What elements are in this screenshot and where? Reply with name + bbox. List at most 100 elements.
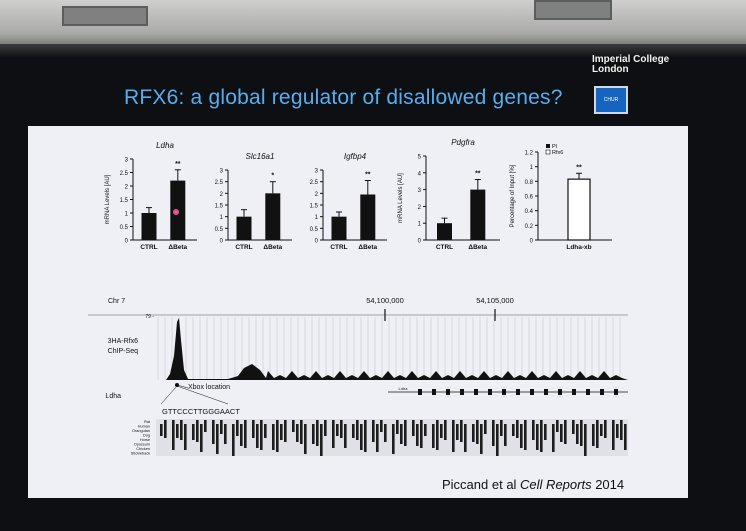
y-tick-label: 0.5 — [120, 225, 129, 231]
y-tick-label: 1.5 — [120, 198, 129, 204]
y-tick-label: 1 — [125, 212, 129, 218]
track-ymax: 79 - — [145, 314, 154, 320]
species-label: Human — [138, 425, 150, 429]
slide-panel: 0 0.5 1 1.5 2 2.5 3 Ldha mRNA Levels [AU] CTRL ** Δ… — [28, 126, 688, 498]
gene-exon — [572, 389, 576, 395]
y-tick-label: 2 — [418, 205, 422, 211]
bar — [265, 193, 281, 240]
conservation-block — [452, 420, 455, 452]
chipseq-signal — [158, 318, 628, 380]
conservation-block — [592, 424, 595, 446]
gene-exon — [432, 389, 436, 395]
category-label: ΔBeta — [168, 244, 187, 251]
legend-label-pi: PI — [552, 144, 558, 150]
citation: Piccand et al Cell Reports 2014 — [442, 477, 624, 492]
bar — [236, 216, 252, 240]
conservation-block — [552, 424, 555, 452]
xbox-label: Xbox location — [188, 384, 230, 391]
bar — [567, 178, 591, 241]
gene-exon — [460, 389, 464, 395]
y-tick-label: 0 — [530, 239, 534, 245]
slide-title: RFX6: a global regulator of disallowed g… — [124, 86, 563, 109]
conservation-block — [392, 424, 395, 454]
conservation-block — [260, 420, 263, 450]
bar — [437, 223, 452, 240]
legend-label-rfx6: Rfx6 — [552, 150, 563, 156]
y-tick-label: 3 — [418, 188, 422, 194]
conservation-block — [240, 424, 243, 446]
conservation-block — [244, 420, 247, 448]
conservation-block — [372, 420, 375, 442]
y-tick-label: 0.8 — [525, 180, 534, 186]
conservation-block — [416, 424, 419, 446]
conservation-block — [432, 424, 435, 448]
ceiling — [0, 0, 746, 48]
y-axis-label: mRNA Levels [AU] — [105, 174, 111, 224]
ceiling-vent-right — [534, 0, 612, 20]
significance-mark: ** — [175, 161, 181, 168]
gene-exon — [614, 389, 618, 395]
y-tick-label: 0 — [220, 239, 224, 245]
category-label: ΔBeta — [263, 244, 282, 251]
category-label: CTRL — [140, 244, 157, 251]
coord-label-1: 54,100,000 — [366, 296, 404, 305]
conservation-block — [380, 420, 383, 432]
conservation-block — [572, 420, 575, 434]
conservation-block — [524, 420, 527, 450]
conservation-block — [276, 420, 279, 452]
conservation-block — [396, 420, 399, 434]
conservation-block — [512, 424, 515, 436]
y-tick-label: 0.2 — [525, 224, 534, 230]
y-axis-label: mRNA Levels [AU] — [398, 173, 404, 223]
conservation-block — [280, 424, 283, 440]
y-tick-label: 0.6 — [525, 195, 534, 201]
conservation-block — [232, 424, 235, 456]
conservation-block — [424, 424, 427, 436]
y-tick-label: 2.5 — [120, 171, 129, 177]
conservation-block — [324, 420, 327, 436]
conservation-block — [192, 424, 195, 440]
conservation-block — [480, 424, 483, 454]
conservation-block — [464, 424, 467, 452]
conservation-block — [272, 424, 275, 450]
y-tick-label: 3 — [220, 169, 224, 175]
conservation-block — [404, 420, 407, 446]
ceiling-vent-left — [62, 6, 148, 26]
chart-title: Slc16a1 — [246, 152, 275, 161]
conservation-block — [472, 424, 475, 442]
conservation-block — [580, 420, 583, 446]
conservation-block — [532, 420, 535, 440]
conservation-block — [620, 420, 623, 440]
conservation-block — [584, 424, 587, 456]
conservation-block — [332, 420, 335, 448]
conservation-block — [604, 420, 607, 438]
conservation-block — [172, 420, 175, 450]
y-tick-label: 0 — [315, 239, 319, 245]
bar — [141, 213, 157, 240]
track-label-2: ChIP-Seq — [108, 348, 138, 355]
conservation-block — [216, 424, 219, 454]
conservation-block — [460, 420, 463, 442]
chr-label: Chr 7 — [108, 298, 125, 305]
conservation-block — [536, 424, 539, 450]
legend-swatch-rfx6 — [545, 149, 551, 155]
conservation-block — [284, 420, 287, 442]
conservation-block — [484, 420, 487, 434]
badge: CHUR — [594, 86, 628, 114]
conservation-block — [476, 420, 479, 444]
conservation-block — [596, 420, 599, 448]
conservation-block — [544, 424, 547, 440]
y-tick-label: 3 — [125, 158, 129, 164]
y-tick-label: 1.5 — [310, 204, 319, 210]
conservation-block — [312, 424, 315, 444]
seq-callout-right — [176, 385, 229, 405]
gene-exon — [586, 389, 590, 395]
y-tick-label: 1.2 — [525, 151, 534, 157]
bar — [360, 194, 376, 240]
conservation-block — [384, 424, 387, 442]
category-label: CTRL — [436, 244, 453, 251]
conservation-block — [184, 424, 187, 450]
conservation-block — [356, 420, 359, 440]
conservation-block — [160, 424, 163, 436]
conservation-block — [336, 424, 339, 436]
